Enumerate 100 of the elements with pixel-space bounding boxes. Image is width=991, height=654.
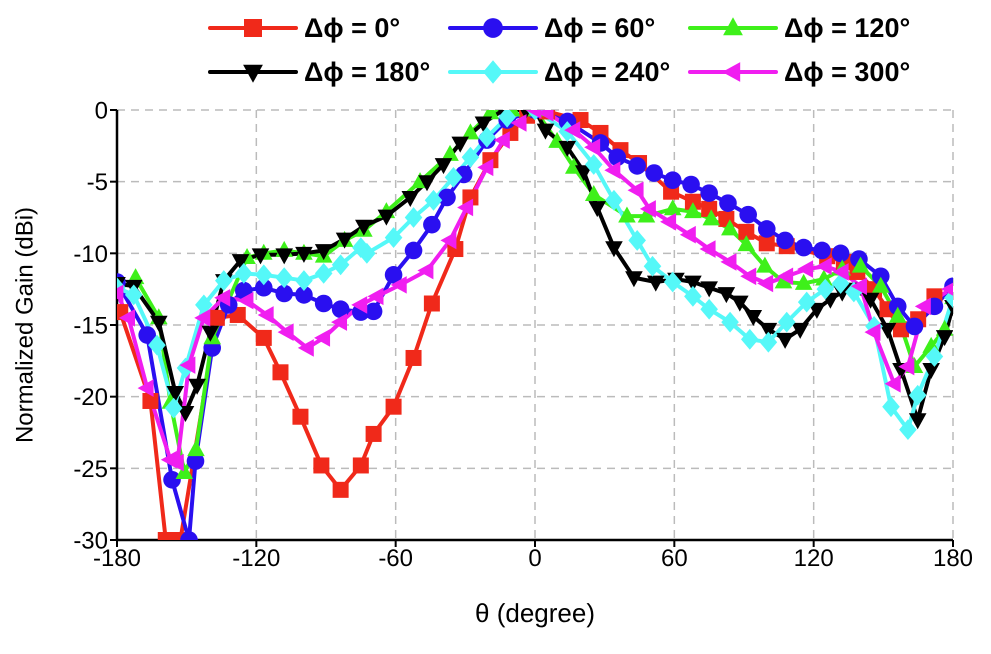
point <box>584 138 600 156</box>
legend-label: Δϕ = 240° <box>544 56 670 88</box>
point <box>664 272 682 292</box>
point <box>906 318 924 336</box>
point <box>332 254 350 276</box>
point <box>292 408 308 425</box>
point <box>816 278 834 300</box>
point <box>700 184 718 202</box>
point <box>791 322 809 339</box>
point <box>776 232 794 250</box>
point <box>148 334 166 356</box>
y-tick-label: -15 <box>73 312 108 340</box>
point <box>278 323 294 341</box>
legend-label: Δϕ = 0° <box>304 12 400 44</box>
point <box>664 171 682 190</box>
point <box>899 419 917 440</box>
point <box>194 309 210 327</box>
point <box>138 326 156 344</box>
y-tick-label: -20 <box>73 384 108 412</box>
point <box>660 213 676 231</box>
point <box>926 346 944 367</box>
point <box>424 190 442 211</box>
point <box>700 281 718 298</box>
point <box>176 463 194 480</box>
point <box>758 220 776 238</box>
point <box>332 300 350 318</box>
point <box>884 374 901 393</box>
y-tick-label: -10 <box>73 240 108 268</box>
point <box>332 482 349 498</box>
point <box>862 292 880 309</box>
point <box>138 379 154 397</box>
legend-label: Δϕ = 120° <box>784 12 910 44</box>
point <box>478 126 496 148</box>
point <box>719 194 737 212</box>
point <box>798 292 816 312</box>
point <box>914 298 931 316</box>
point <box>406 350 422 366</box>
y-tick-label: -25 <box>73 456 108 483</box>
point <box>741 328 759 350</box>
point <box>760 332 778 353</box>
point <box>628 230 646 251</box>
point <box>832 273 850 294</box>
point <box>423 216 441 234</box>
point <box>366 426 382 442</box>
x-tick-label: -120 <box>232 545 280 572</box>
y-tick-label: -5 <box>86 169 108 196</box>
point <box>384 227 402 248</box>
point <box>536 124 554 140</box>
point <box>119 309 136 327</box>
point <box>738 224 754 240</box>
point <box>234 263 253 284</box>
point <box>813 242 831 260</box>
x-tick-label: -60 <box>378 545 414 572</box>
point <box>758 235 775 252</box>
point <box>510 114 527 132</box>
point <box>878 322 896 339</box>
point <box>256 330 272 346</box>
point <box>252 248 270 264</box>
point <box>645 164 663 182</box>
point <box>275 248 293 264</box>
point <box>314 329 330 347</box>
point <box>682 176 700 194</box>
point <box>124 284 143 306</box>
y-axis-title: Normalized Gain (dBi) <box>12 206 39 444</box>
point <box>166 386 184 402</box>
point <box>314 294 332 312</box>
point <box>440 232 456 250</box>
point <box>314 263 332 284</box>
point <box>457 198 474 216</box>
legend-label: Δϕ = 60° <box>544 12 656 44</box>
point <box>142 392 158 409</box>
point <box>684 286 702 307</box>
point <box>777 267 794 286</box>
point <box>908 384 926 406</box>
point <box>797 260 814 278</box>
point <box>163 471 181 489</box>
point <box>462 146 480 168</box>
point <box>604 161 620 179</box>
x-axis-title: θ (degree) <box>475 598 595 628</box>
point <box>474 116 492 132</box>
point <box>628 157 646 175</box>
legend-label: Δϕ = 300° <box>784 56 910 88</box>
point <box>721 312 739 333</box>
point <box>272 364 288 380</box>
point <box>739 206 757 224</box>
point <box>625 271 643 288</box>
point <box>367 288 384 306</box>
point <box>275 284 293 302</box>
point <box>298 339 314 357</box>
point <box>295 246 313 263</box>
point <box>390 276 407 294</box>
point <box>417 262 434 280</box>
point <box>164 398 182 419</box>
point <box>898 358 914 376</box>
x-tick-label: 0 <box>528 545 542 572</box>
point <box>700 240 716 258</box>
point <box>608 148 626 166</box>
point <box>680 226 696 244</box>
point <box>404 242 422 260</box>
point <box>295 286 313 304</box>
